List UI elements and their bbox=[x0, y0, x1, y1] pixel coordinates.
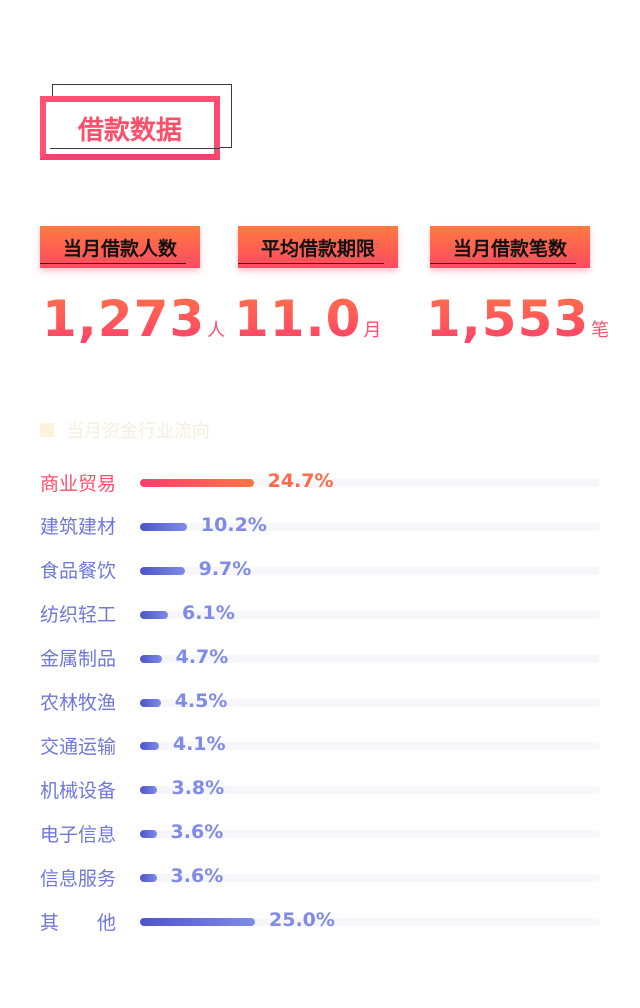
industry-percent: 4.1% bbox=[173, 733, 226, 755]
industry-bar bbox=[140, 918, 255, 926]
industry-bar bbox=[140, 874, 157, 882]
stat-label-term: 平均借款期限 bbox=[238, 226, 398, 268]
industry-percent: 10.2% bbox=[201, 514, 267, 536]
stat-value-borrowers: 1,273 人 bbox=[42, 290, 225, 350]
industry-percent: 9.7% bbox=[199, 558, 252, 580]
stat-label-text: 平均借款期限 bbox=[261, 234, 375, 261]
industry-row: 交通运输 4.1% bbox=[40, 723, 600, 767]
industry-name: 纺织轻工 bbox=[40, 600, 140, 627]
section-marker-icon bbox=[40, 423, 54, 437]
industry-row: 食品餐饮 9.7% bbox=[40, 548, 600, 592]
industry-name: 农林牧渔 bbox=[40, 688, 140, 715]
industry-percent: 6.1% bbox=[182, 602, 235, 624]
section-heading: 当月资金行业流向 bbox=[40, 418, 210, 442]
industry-percent: 25.0% bbox=[269, 909, 335, 931]
industry-name: 其 他 bbox=[40, 908, 140, 935]
stat-value-term: 11.0 月 bbox=[234, 290, 381, 350]
industry-row: 电子信息 3.6% bbox=[40, 811, 600, 855]
industry-name: 信息服务 bbox=[40, 864, 140, 891]
stat-unit: 人 bbox=[207, 316, 225, 342]
industry-name: 商业贸易 bbox=[40, 469, 140, 496]
industry-bar bbox=[140, 611, 168, 619]
industry-row: 机械设备 3.8% bbox=[40, 767, 600, 811]
stat-label-borrowers: 当月借款人数 bbox=[40, 226, 200, 268]
industry-bar bbox=[140, 655, 162, 663]
industry-bar bbox=[140, 786, 157, 794]
stat-unit: 笔 bbox=[591, 316, 609, 342]
industry-name: 食品餐饮 bbox=[40, 556, 140, 583]
industry-row: 信息服务 3.6% bbox=[40, 855, 600, 899]
industry-bar bbox=[140, 699, 161, 707]
stat-value-loans: 1,553 笔 bbox=[426, 290, 609, 350]
industry-percent: 24.7% bbox=[268, 470, 334, 492]
industry-bar bbox=[140, 567, 185, 575]
industry-row: 金属制品 4.7% bbox=[40, 636, 600, 680]
industry-name: 机械设备 bbox=[40, 776, 140, 803]
industry-bar bbox=[140, 523, 187, 531]
industry-bar bbox=[140, 742, 159, 750]
industry-bar bbox=[140, 830, 157, 838]
stat-number: 11.0 bbox=[234, 290, 361, 348]
industry-name: 建筑建材 bbox=[40, 512, 140, 539]
stat-number: 1,273 bbox=[42, 290, 205, 348]
industry-row: 商业贸易 24.7% bbox=[40, 460, 600, 504]
industry-percent: 4.5% bbox=[175, 690, 228, 712]
stat-label-loans: 当月借款笔数 bbox=[430, 226, 590, 268]
industry-percent: 3.6% bbox=[171, 821, 224, 843]
stat-label-text: 当月借款人数 bbox=[63, 234, 177, 261]
section-title: 当月资金行业流向 bbox=[66, 417, 210, 443]
industry-percent: 3.6% bbox=[171, 865, 224, 887]
industry-name: 金属制品 bbox=[40, 644, 140, 671]
industry-percent: 4.7% bbox=[176, 646, 229, 668]
stat-label-underline bbox=[238, 263, 384, 264]
industry-name: 电子信息 bbox=[40, 820, 140, 847]
industry-bar bbox=[140, 479, 254, 487]
industry-row: 其 他 25.0% bbox=[40, 899, 600, 943]
stat-label-underline bbox=[40, 263, 186, 264]
stat-label-text: 当月借款笔数 bbox=[453, 234, 567, 261]
industry-percent: 3.8% bbox=[171, 777, 224, 799]
industry-row: 纺织轻工 6.1% bbox=[40, 592, 600, 636]
stat-label-underline bbox=[430, 263, 576, 264]
stat-unit: 月 bbox=[363, 316, 381, 342]
stat-number: 1,553 bbox=[426, 290, 589, 348]
industry-name: 交通运输 bbox=[40, 732, 140, 759]
page-title-badge: 借款数据 bbox=[40, 96, 220, 160]
page-title: 借款数据 bbox=[40, 96, 220, 160]
industry-row: 建筑建材 10.2% bbox=[40, 504, 600, 548]
industry-row: 农林牧渔 4.5% bbox=[40, 680, 600, 724]
